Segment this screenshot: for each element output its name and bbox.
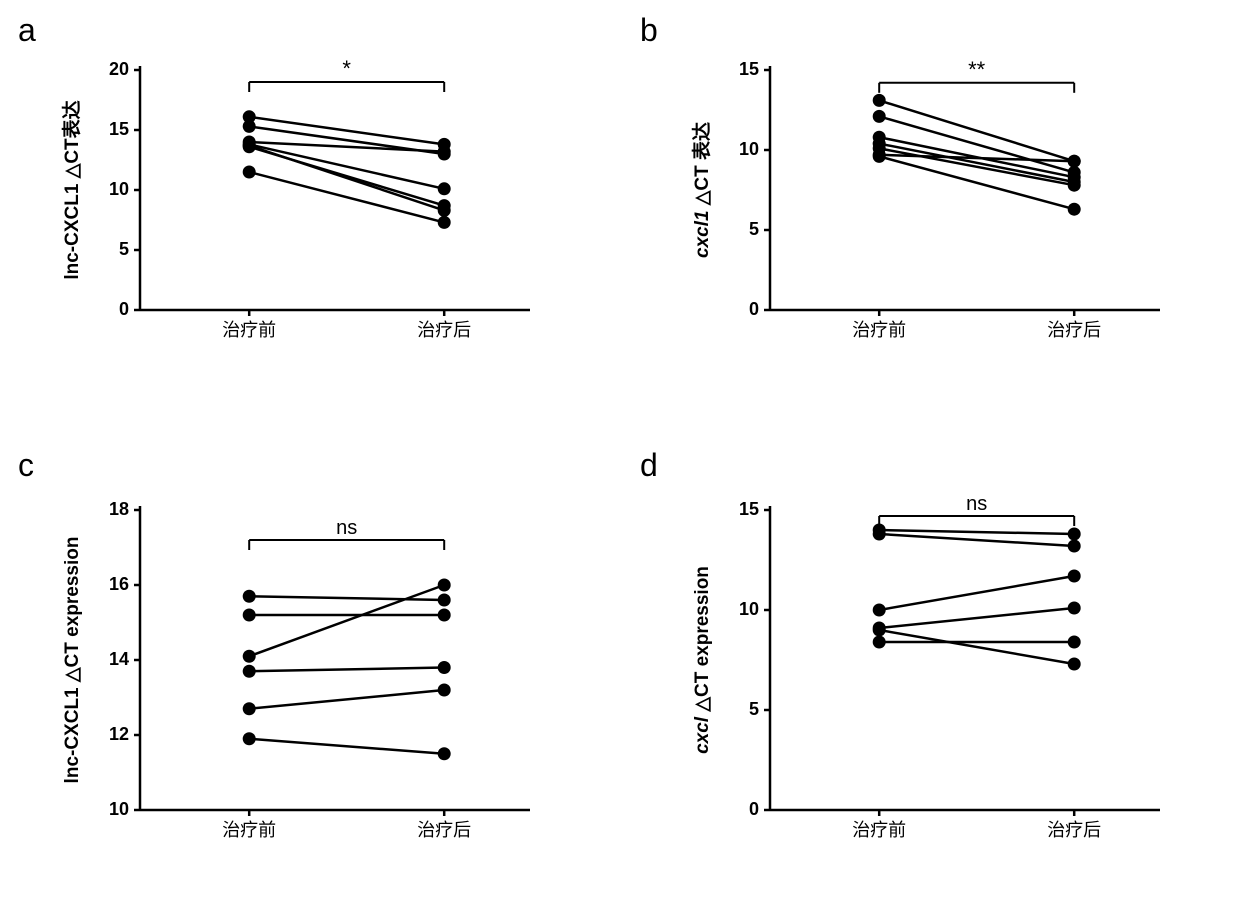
data-point	[1068, 658, 1081, 671]
data-point	[1068, 636, 1081, 649]
panel-d: 0 5 10 15 治疗前 治疗后 cxcl △CT expression ns	[690, 470, 1180, 870]
y-tick-label: 15	[109, 119, 129, 139]
pair-line	[879, 155, 1074, 161]
data-point	[438, 661, 451, 674]
pair-line	[879, 148, 1074, 185]
chart-d: 0 5 10 15 治疗前 治疗后 cxcl △CT expression ns	[690, 470, 1180, 870]
data-point	[243, 609, 256, 622]
pair-line	[879, 608, 1074, 628]
y-tick-label: 10	[109, 799, 129, 819]
x-category-label: 治疗后	[1047, 320, 1101, 340]
data-point	[243, 120, 256, 133]
data-point	[438, 182, 451, 195]
data-point	[873, 636, 886, 649]
x-category-label: 治疗前	[852, 820, 906, 840]
data-point	[243, 650, 256, 663]
data-point	[873, 624, 886, 637]
data-point	[243, 139, 256, 152]
data-point	[1068, 179, 1081, 192]
data-point	[1068, 540, 1081, 553]
data-point	[873, 528, 886, 541]
significance-bracket: ns	[249, 517, 444, 550]
y-tick-label: 0	[119, 299, 129, 319]
data-point	[438, 747, 451, 760]
data-point	[438, 609, 451, 622]
y-tick-label: 0	[749, 799, 759, 819]
x-category-label: 治疗前	[222, 320, 276, 340]
significance-label: ns	[336, 517, 357, 539]
y-tick-label: 20	[109, 59, 129, 79]
panel-label-a: a	[18, 12, 36, 49]
y-tick-label: 5	[749, 699, 759, 719]
chart-c: 10 12 14 16 18 治疗前 治疗后 lnc-CXCL1 △CT expression…	[60, 470, 550, 870]
data-point	[438, 145, 451, 158]
data-point	[243, 732, 256, 745]
y-axis-label: cxcl △CT expression	[692, 566, 713, 754]
data-point	[438, 579, 451, 592]
significance-bracket: *	[249, 56, 444, 92]
y-axis-label: cxcl1 △CT 表达	[690, 122, 713, 258]
data-point	[243, 166, 256, 179]
significance-label: ns	[966, 493, 987, 515]
data-point	[1068, 203, 1081, 216]
y-tick-label: 12	[109, 724, 129, 744]
panel-label-c: c	[18, 447, 34, 484]
pair-line	[249, 739, 444, 754]
data-point	[873, 110, 886, 123]
data-point	[243, 590, 256, 603]
pair-line	[879, 576, 1074, 610]
y-tick-label: 5	[119, 239, 129, 259]
y-tick-label: 5	[749, 219, 759, 239]
data-point	[438, 216, 451, 229]
x-category-label: 治疗前	[222, 820, 276, 840]
chart-b: 0 5 10 15 治疗前 治疗后 cxcl1 △CT 表达 **	[690, 30, 1180, 370]
y-tick-label: 10	[109, 179, 129, 199]
significance-label: *	[342, 56, 351, 81]
panel-label-b: b	[640, 12, 658, 49]
data-point	[873, 604, 886, 617]
x-category-label: 治疗前	[852, 320, 906, 340]
pair-line	[879, 630, 1074, 664]
data-point	[1068, 602, 1081, 615]
panel-b: 0 5 10 15 治疗前 治疗后 cxcl1 △CT 表达 **	[690, 30, 1180, 370]
data-point	[438, 204, 451, 217]
y-tick-label: 14	[109, 649, 129, 669]
data-point	[243, 665, 256, 678]
pair-line	[249, 690, 444, 709]
y-axis-label: lnc-CXCL1 △CT表达	[60, 100, 83, 279]
y-tick-label: 15	[739, 59, 759, 79]
y-tick-label: 15	[739, 499, 759, 519]
x-category-label: 治疗后	[1047, 820, 1101, 840]
pair-line	[879, 534, 1074, 546]
y-tick-label: 0	[749, 299, 759, 319]
y-tick-label: 16	[109, 574, 129, 594]
panel-a: 0 5 10 15 20 治疗前 治疗后 lnc-CXCL1 △CT表达 *	[60, 30, 550, 370]
significance-bracket: ns	[879, 493, 1074, 526]
chart-a: 0 5 10 15 20 治疗前 治疗后 lnc-CXCL1 △CT表达 *	[60, 30, 550, 370]
significance-label: **	[968, 57, 986, 82]
y-tick-label: 10	[739, 599, 759, 619]
data-point	[438, 594, 451, 607]
data-point	[438, 684, 451, 697]
y-tick-label: 10	[739, 139, 759, 159]
y-axis-label: lnc-CXCL1 △CT expression	[62, 537, 83, 784]
data-point	[1068, 528, 1081, 541]
pair-line	[879, 100, 1074, 161]
data-point	[873, 94, 886, 107]
data-point	[243, 702, 256, 715]
data-point	[1068, 570, 1081, 583]
pair-line	[249, 668, 444, 672]
pair-line	[249, 146, 444, 211]
x-category-label: 治疗后	[417, 320, 471, 340]
x-category-label: 治疗后	[417, 820, 471, 840]
panel-c: 10 12 14 16 18 治疗前 治疗后 lnc-CXCL1 △CT expression…	[60, 470, 550, 870]
significance-bracket: **	[879, 57, 1074, 93]
pair-line	[879, 530, 1074, 534]
data-point	[873, 150, 886, 163]
y-tick-label: 18	[109, 499, 129, 519]
data-point	[1068, 155, 1081, 168]
panel-label-d: d	[640, 447, 658, 484]
